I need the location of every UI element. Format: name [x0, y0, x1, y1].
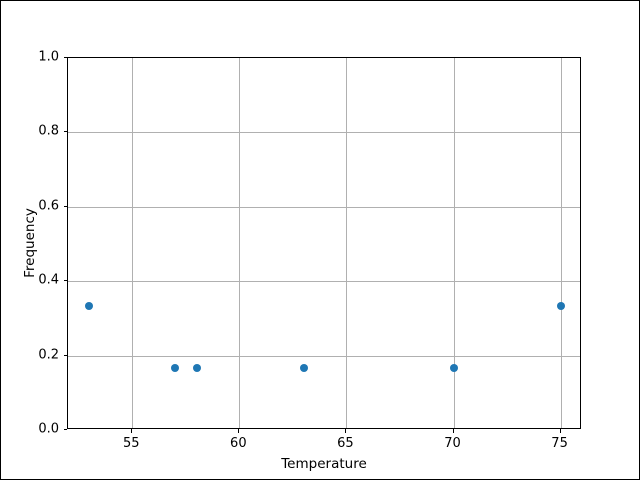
scatter-point	[171, 363, 180, 372]
x-tick-mark	[238, 429, 240, 433]
x-tick-mark	[345, 429, 347, 433]
y-tick-label: 0.4	[38, 272, 59, 288]
scatter-point	[299, 363, 308, 372]
gridline-horizontal	[68, 281, 580, 283]
x-tick-label: 65	[337, 436, 354, 451]
y-tick-mark	[63, 354, 67, 356]
x-axis-label: Temperature	[281, 456, 367, 472]
y-tick-label: 0.2	[38, 347, 59, 363]
gridline-horizontal	[68, 355, 580, 357]
y-axis-label-text: Frequency	[22, 208, 38, 278]
x-tick-label: 55	[122, 436, 140, 451]
x-tick-label: 70	[444, 436, 461, 451]
gridline-vertical	[453, 58, 455, 428]
gridline-horizontal	[68, 206, 580, 208]
y-tick-mark	[63, 280, 67, 282]
y-tick-label: 0.8	[38, 123, 59, 139]
scatter-point	[449, 363, 458, 372]
gridline-vertical	[239, 58, 241, 428]
gridline-vertical	[132, 58, 134, 428]
y-tick-label: 0.6	[38, 198, 59, 214]
x-tick-mark	[559, 429, 561, 433]
x-tick-mark	[131, 429, 133, 433]
y-tick-mark	[63, 131, 67, 133]
y-tick-mark	[63, 57, 67, 58]
x-tick-label: 75	[551, 436, 568, 451]
plot-area	[67, 57, 581, 429]
gridline-vertical	[560, 58, 562, 428]
y-tick-mark	[63, 205, 67, 207]
y-tick-label: 1.0	[38, 49, 59, 65]
y-tick-label: 0.0	[38, 421, 59, 437]
gridline-vertical	[346, 58, 348, 428]
scatter-point	[192, 363, 201, 372]
scatter-point	[556, 302, 565, 311]
scatter-point	[85, 302, 94, 311]
gridline-horizontal	[68, 132, 580, 134]
y-tick-mark	[63, 429, 67, 430]
x-tick-label: 60	[230, 436, 247, 451]
x-tick-mark	[452, 429, 454, 433]
